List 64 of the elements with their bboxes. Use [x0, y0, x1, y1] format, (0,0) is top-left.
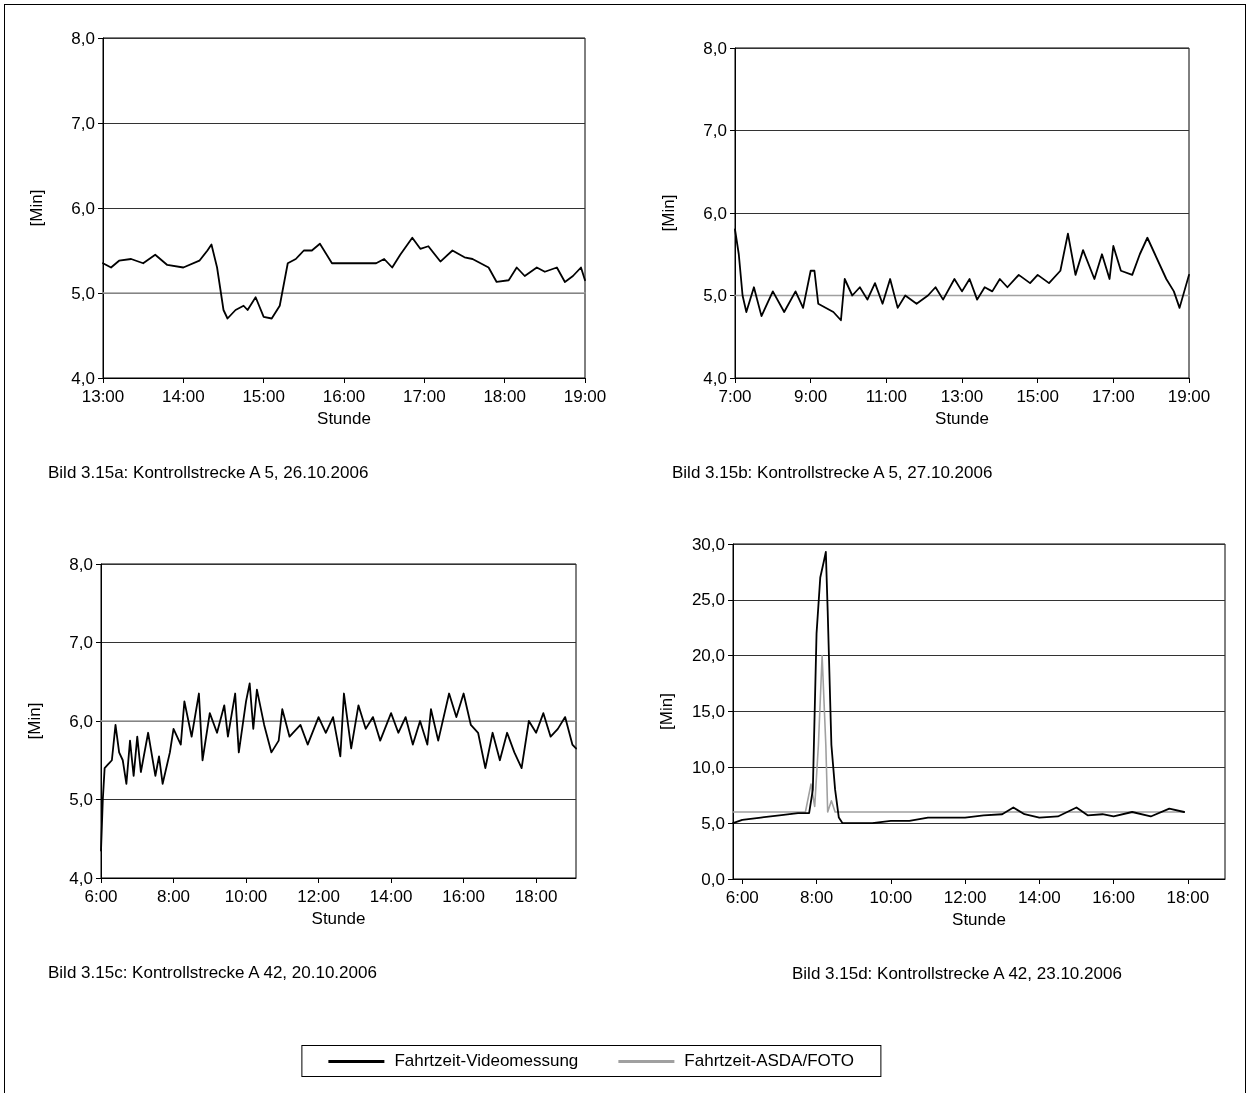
y-axis-title: [Min] — [27, 189, 46, 227]
text: Bild 3.15a: Kontrollstrecke A 5, 26.10.2006 — [48, 463, 369, 482]
text: Bild 3.15b: Kontrollstrecke A 5, 27.10.2006 — [672, 463, 993, 482]
y-tick-label: 7,0 — [71, 113, 95, 133]
y-tick-label: 7,0 — [703, 121, 727, 140]
y-tick-label: 4,0 — [703, 368, 727, 388]
y-axis-title: [Min] — [659, 194, 678, 232]
x-tick-label: 19:00 — [563, 387, 607, 406]
legend-label: Fahrtzeit-Videomessung — [394, 1051, 579, 1071]
y-tick-label: 8,0 — [703, 38, 727, 58]
x-tick-label: 18:00 — [514, 887, 558, 906]
x-tick-label: 16:00 — [322, 387, 366, 406]
x-tick-label: 6:00 — [84, 887, 118, 906]
y-tick-label: 6,0 — [703, 203, 727, 223]
x-tick-label: 16:00 — [442, 887, 485, 906]
x-tick-label: 12:00 — [943, 888, 987, 907]
x-tick-label: 8:00 — [800, 888, 834, 907]
y-tick-label: 10,0 — [691, 757, 725, 777]
x-axis-title: Stunde — [952, 910, 1006, 929]
x-tick-label: 14:00 — [162, 387, 205, 406]
x-tick-label: 12:00 — [297, 887, 340, 906]
y-tick-label: 0,0 — [701, 869, 725, 889]
x-tick-label: 17:00 — [403, 387, 446, 406]
x-tick-label: 10:00 — [869, 888, 913, 907]
text: Bild 3.15c: Kontrollstrecke A 42, 20.10.2006 — [48, 963, 377, 982]
x-tick-label: 7:00 — [718, 387, 752, 406]
y-tick-label: 30,0 — [691, 534, 725, 554]
x-tick-label: 13:00 — [81, 387, 125, 406]
x-tick-label: 8:00 — [156, 887, 191, 906]
text: Bild 3.15d: Kontrollstrecke A 42, 23.10.2006 — [792, 964, 1122, 983]
x-tick-label: 10:00 — [224, 887, 268, 906]
y-tick-label: 5,0 — [701, 813, 725, 833]
x-tick-label: 6:00 — [725, 888, 759, 907]
y-tick-label: 5,0 — [703, 286, 727, 305]
y-tick-label: 25,0 — [691, 590, 725, 610]
x-tick-label: 18:00 — [1166, 888, 1210, 907]
x-tick-label: 15:00 — [242, 387, 285, 406]
y-axis-title: [Min] — [25, 702, 44, 740]
x-axis-title: Stunde — [317, 409, 371, 428]
x-tick-label: 14:00 — [369, 887, 413, 906]
x-axis-title: Stunde — [311, 909, 366, 928]
x-tick-label: 9:00 — [794, 387, 828, 406]
x-axis-title: Stunde — [935, 409, 989, 428]
y-tick-label: 20,0 — [691, 646, 725, 666]
y-tick-label: 8,0 — [69, 554, 93, 574]
x-tick-label: 18:00 — [483, 387, 526, 406]
y-tick-label: 4,0 — [69, 868, 93, 888]
y-tick-label: 5,0 — [69, 790, 93, 809]
y-tick-label: 7,0 — [69, 633, 93, 652]
y-tick-label: 6,0 — [71, 198, 95, 218]
x-tick-label: 11:00 — [865, 387, 907, 406]
x-tick-label: 13:00 — [940, 387, 984, 406]
y-tick-label: 15,0 — [691, 702, 725, 721]
x-tick-label: 14:00 — [1018, 888, 1061, 907]
x-tick-label: 17:00 — [1092, 387, 1135, 406]
y-tick-label: 6,0 — [69, 711, 93, 731]
y-tick-label: 4,0 — [71, 368, 95, 388]
x-tick-label: 16:00 — [1092, 888, 1135, 907]
y-tick-label: 8,0 — [71, 28, 95, 48]
y-axis-title: [Min] — [657, 693, 676, 730]
x-tick-label: 19:00 — [1167, 387, 1211, 406]
legend-label: Fahrtzeit-ASDA/FOTO — [684, 1051, 855, 1071]
x-tick-label: 15:00 — [1016, 387, 1059, 406]
y-tick-label: 5,0 — [71, 283, 95, 303]
